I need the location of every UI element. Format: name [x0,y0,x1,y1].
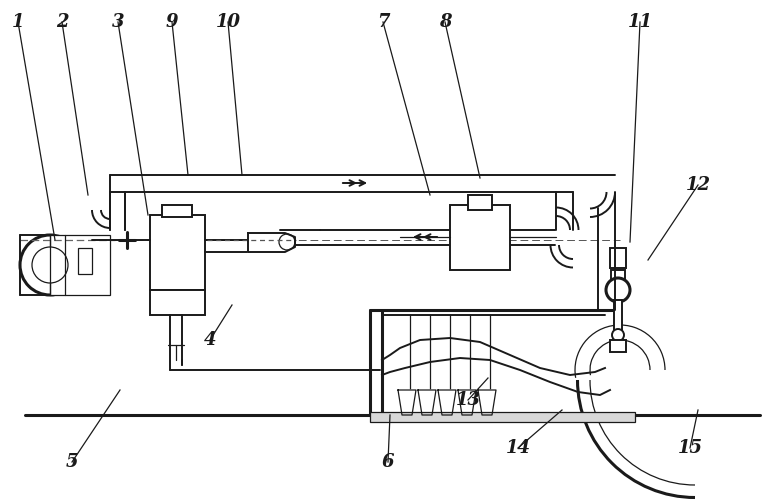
Text: 14: 14 [505,439,530,457]
Bar [611,270,625,300]
Text: 6: 6 [381,453,394,471]
Bar [610,340,626,352]
Bar [370,412,635,422]
Bar [162,205,192,217]
Polygon shape [478,390,496,415]
Text: 5: 5 [66,453,78,471]
Circle shape [606,278,630,302]
Bar [450,205,510,270]
Text: 11: 11 [627,13,653,31]
Polygon shape [458,390,476,415]
Polygon shape [248,233,295,252]
Bar [150,290,205,315]
Text: 12: 12 [686,176,711,194]
Circle shape [32,247,68,283]
Text: 1: 1 [12,13,24,31]
Text: 2: 2 [55,13,69,31]
Text: 13: 13 [456,391,480,409]
Polygon shape [398,390,416,415]
Bar [610,248,626,268]
Text: 10: 10 [215,13,240,31]
Bar [78,248,92,274]
Text: 9: 9 [165,13,179,31]
Circle shape [279,234,295,250]
Polygon shape [438,390,456,415]
Circle shape [20,235,80,295]
Circle shape [612,329,624,341]
Bar [468,195,492,210]
Bar [614,300,622,330]
Text: 7: 7 [377,13,389,31]
Bar [150,215,205,290]
Text: 4: 4 [204,331,216,349]
Text: 15: 15 [678,439,703,457]
Polygon shape [418,390,436,415]
Text: 8: 8 [438,13,452,31]
Bar [50,235,110,295]
Text: 3: 3 [112,13,124,31]
